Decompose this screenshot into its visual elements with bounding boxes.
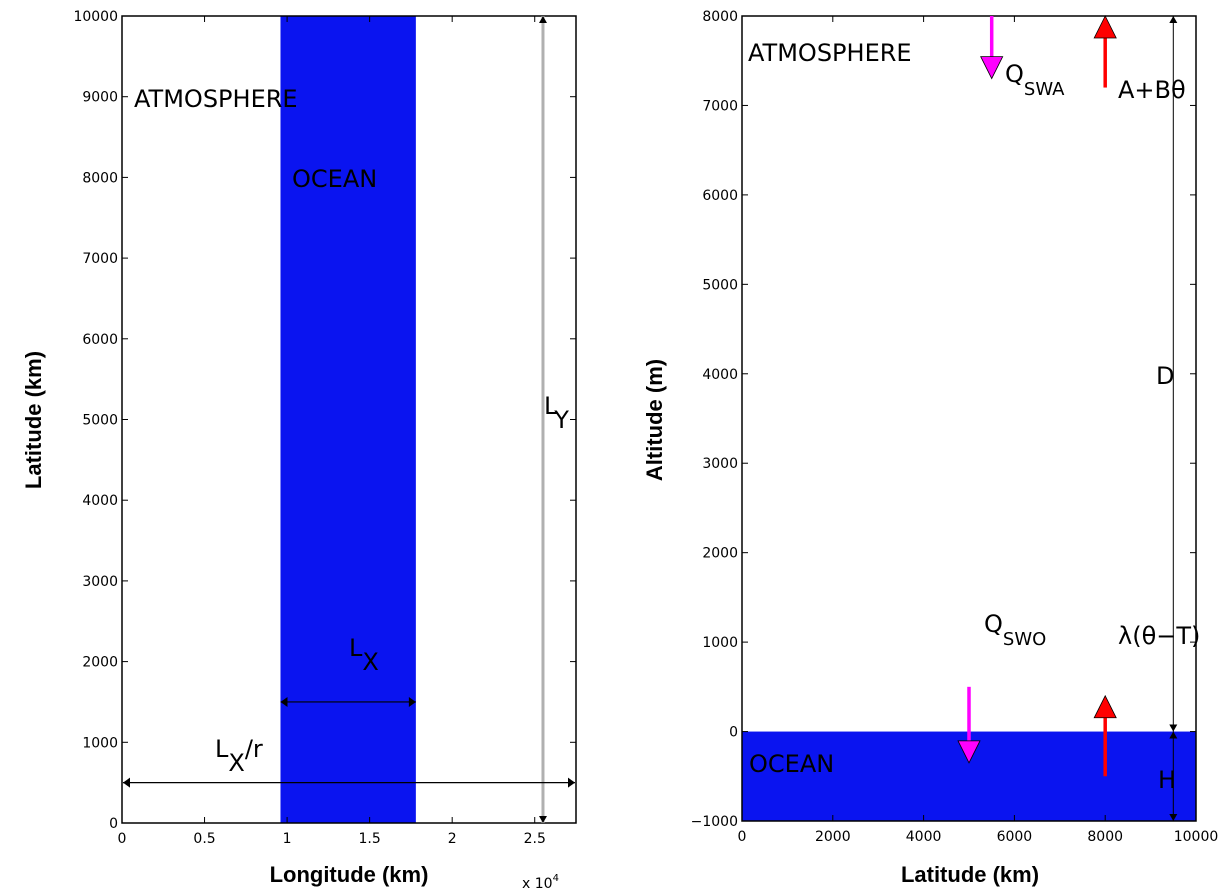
ly-label: LY [544, 392, 569, 434]
right-y-tick-label: 0 [729, 725, 738, 741]
swo-arrow-head [957, 740, 981, 764]
lxr-label-suffix: /r [245, 735, 263, 763]
left-y-tick-label: 1000 [82, 735, 118, 751]
right-y-tick-label: −1000 [691, 814, 738, 830]
h-arrow-head-bottom [1169, 814, 1178, 821]
right-x-tick-label: 2000 [815, 829, 851, 845]
left-y-tick-label: 0 [109, 816, 118, 832]
left-x-multiplier-exp: 4 [553, 873, 559, 884]
q-swo-label: QSWO [984, 610, 1046, 650]
left-lxr-arrow [123, 777, 575, 788]
longwave-bottom-arrow [1093, 694, 1117, 777]
lxr-arrow-head-right [568, 777, 575, 788]
right-y-tick-label: 2000 [702, 546, 738, 562]
left-x-tick-label: 0.5 [193, 831, 215, 847]
left-y-tick-label: 6000 [82, 332, 118, 348]
left-ly-arrow [538, 16, 547, 823]
right-x-axis-label: Latitude (km) [901, 862, 1039, 887]
left-y-tick-label: 9000 [82, 90, 118, 106]
ly-arrow-head-top [538, 16, 547, 23]
lxr-label: LX/r [215, 735, 263, 777]
left-y-tick-label: 8000 [82, 170, 118, 186]
lxr-label-sub: X [228, 749, 244, 777]
left-lx-arrow [280, 696, 416, 707]
longwave-top-arrow-head [1093, 15, 1117, 39]
d-label: D [1156, 362, 1174, 390]
d-arrow-head-bottom [1169, 724, 1178, 732]
right-y-tick-label: 8000 [702, 9, 738, 25]
right-ocean-label: OCEAN [749, 750, 834, 778]
longwave-top-arrow [1093, 15, 1117, 88]
q-swo-main: Q [984, 610, 1003, 638]
left-x-axis-label: Longitude (km) [270, 862, 429, 887]
left-ocean-label: OCEAN [292, 165, 377, 193]
a-b-theta-label: A+Bθ [1118, 76, 1186, 104]
lx-label-sub: X [362, 648, 378, 676]
left-y-tick-label: 2000 [82, 655, 118, 671]
left-y-axis-label: Latitude (km) [21, 351, 46, 489]
right-x-tick-label: 6000 [997, 829, 1033, 845]
d-arrow-head-top [1169, 16, 1178, 23]
left-ticks: 0100020003000400050006000700080009000100… [73, 9, 576, 847]
lx-arrow-head-right [408, 696, 416, 707]
longwave-bottom-arrow-head [1093, 694, 1117, 719]
q-swo-sub: SWO [1003, 629, 1046, 650]
left-panel: 0100020003000400050006000700080009000100… [21, 9, 577, 892]
left-y-tick-label: 5000 [82, 413, 118, 429]
lxr-label-main: L [215, 735, 229, 763]
lx-label-main: L [349, 634, 363, 662]
left-y-tick-label: 4000 [82, 493, 118, 509]
right-atmosphere-label: ATMOSPHERE [748, 39, 912, 67]
lx-label: LX [349, 634, 379, 676]
left-y-tick-label: 10000 [73, 9, 118, 25]
left-atmosphere-label: ATMOSPHERE [134, 85, 298, 113]
left-ocean-region [280, 16, 416, 823]
ly-arrow-head-bottom [538, 816, 547, 823]
lambda-label: λ(θ−T) [1118, 622, 1200, 650]
left-x-tick-label: 2.5 [524, 831, 546, 847]
left-x-multiplier: x 104 [522, 873, 559, 892]
left-x-tick-label: 1 [283, 831, 292, 847]
left-x-tick-label: 0 [118, 831, 127, 847]
d-arrow [1169, 16, 1178, 732]
right-y-tick-label: 6000 [702, 188, 738, 204]
left-axes-frame [121, 15, 577, 824]
right-x-tick-label: 10000 [1174, 829, 1219, 845]
left-y-tick-label: 7000 [82, 251, 118, 267]
swo-arrow [957, 686, 981, 764]
h-arrow [1169, 731, 1178, 821]
right-x-tick-label: 4000 [906, 829, 942, 845]
lx-arrow-head-left [280, 696, 288, 707]
lxr-arrow-head-left [123, 777, 130, 788]
left-x-tick-label: 1.5 [359, 831, 381, 847]
h-arrow-head-top [1169, 731, 1178, 739]
swa-arrow [980, 16, 1004, 80]
q-swa-label: QSWA [1005, 60, 1065, 100]
ly-label-sub: Y [553, 406, 569, 434]
left-x-multiplier-base: x 10 [522, 876, 553, 892]
right-x-tick-label: 8000 [1087, 829, 1123, 845]
h-label: H [1158, 766, 1176, 794]
swa-arrow-head [980, 56, 1004, 80]
right-y-tick-label: 5000 [702, 277, 738, 293]
right-y-tick-label: 3000 [702, 456, 738, 472]
right-axes-frame [741, 15, 1197, 822]
right-y-tick-label: 7000 [702, 98, 738, 114]
q-swa-main: Q [1005, 60, 1024, 88]
right-y-tick-label: 4000 [702, 367, 738, 383]
left-x-tick-label: 2 [448, 831, 457, 847]
right-y-axis-label: Altitude (m) [642, 359, 667, 481]
right-x-tick-label: 0 [738, 829, 747, 845]
left-y-tick-label: 3000 [82, 574, 118, 590]
q-swa-sub: SWA [1024, 79, 1065, 100]
right-y-tick-label: 1000 [702, 635, 738, 651]
